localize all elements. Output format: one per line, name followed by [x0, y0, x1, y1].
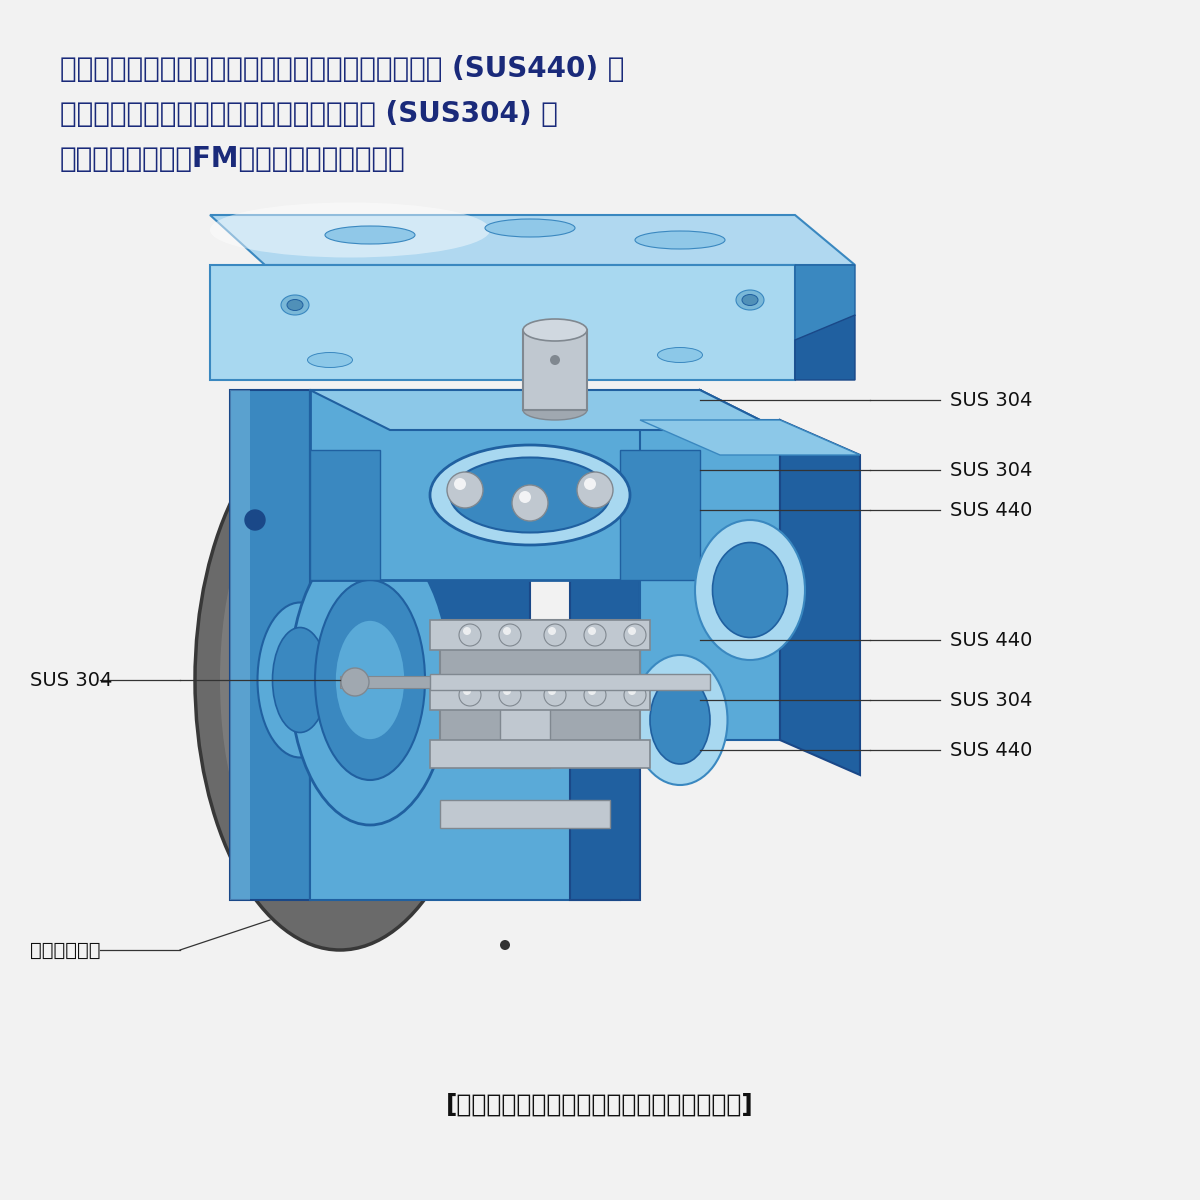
- Circle shape: [584, 624, 606, 646]
- Circle shape: [520, 491, 530, 503]
- Polygon shape: [780, 420, 860, 775]
- Polygon shape: [796, 314, 854, 380]
- Circle shape: [577, 472, 613, 508]
- Polygon shape: [430, 740, 650, 768]
- Ellipse shape: [742, 294, 758, 306]
- Circle shape: [624, 684, 646, 706]
- Polygon shape: [570, 530, 640, 900]
- Circle shape: [503, 686, 511, 695]
- Text: ボルトにいたるまですべて全てステンレス (SUS304) 。: ボルトにいたるまですべて全てステンレス (SUS304) 。: [60, 100, 558, 128]
- Text: SUS 440: SUS 440: [950, 740, 1032, 760]
- Polygon shape: [310, 730, 620, 900]
- Circle shape: [512, 485, 548, 521]
- Polygon shape: [210, 265, 796, 380]
- Circle shape: [454, 478, 466, 490]
- Polygon shape: [230, 390, 310, 900]
- Ellipse shape: [635, 230, 725, 248]
- Text: SUS 440: SUS 440: [950, 630, 1032, 649]
- Circle shape: [548, 626, 556, 635]
- Polygon shape: [620, 450, 700, 580]
- Bar: [440, 800, 610, 828]
- Ellipse shape: [260, 485, 460, 635]
- Ellipse shape: [632, 655, 727, 785]
- Ellipse shape: [650, 676, 710, 764]
- Circle shape: [245, 510, 265, 530]
- Polygon shape: [430, 620, 650, 650]
- Polygon shape: [440, 620, 640, 760]
- Circle shape: [628, 686, 636, 695]
- Circle shape: [588, 626, 596, 635]
- Circle shape: [548, 686, 556, 695]
- Circle shape: [499, 684, 521, 706]
- Text: なお、食品機械用FMグリースを標準仕様。: なお、食品機械用FMグリースを標準仕様。: [60, 145, 406, 173]
- Text: SUS 304: SUS 304: [30, 671, 113, 690]
- Ellipse shape: [235, 480, 445, 880]
- Polygon shape: [420, 530, 530, 730]
- Circle shape: [628, 626, 636, 635]
- Polygon shape: [310, 390, 700, 580]
- Ellipse shape: [523, 400, 587, 420]
- Circle shape: [584, 478, 596, 490]
- Ellipse shape: [485, 218, 575, 236]
- Polygon shape: [310, 390, 780, 430]
- Ellipse shape: [281, 295, 310, 314]
- Text: SUS 304: SUS 304: [950, 390, 1032, 409]
- Circle shape: [499, 624, 521, 646]
- Ellipse shape: [523, 319, 587, 341]
- Ellipse shape: [713, 542, 787, 637]
- Circle shape: [624, 624, 646, 646]
- Circle shape: [544, 684, 566, 706]
- Circle shape: [463, 626, 470, 635]
- Ellipse shape: [314, 580, 425, 780]
- Ellipse shape: [272, 628, 328, 732]
- Ellipse shape: [736, 290, 764, 310]
- Text: [ステンレスキャスター静音シリーズ構造図]: [ステンレスキャスター静音シリーズ構造図]: [446, 1093, 754, 1117]
- Circle shape: [446, 472, 482, 508]
- Circle shape: [500, 940, 510, 950]
- Text: SUS 440: SUS 440: [950, 500, 1032, 520]
- Circle shape: [503, 626, 511, 635]
- Bar: [500, 708, 550, 768]
- Ellipse shape: [258, 602, 342, 757]
- Polygon shape: [310, 450, 380, 580]
- Polygon shape: [230, 390, 250, 900]
- Polygon shape: [700, 390, 780, 620]
- Text: グレータイヤ: グレータイヤ: [30, 941, 101, 960]
- Bar: [523, 330, 587, 410]
- Circle shape: [584, 684, 606, 706]
- Polygon shape: [210, 215, 854, 265]
- Bar: [340, 676, 430, 688]
- Ellipse shape: [695, 520, 805, 660]
- Circle shape: [341, 668, 370, 696]
- Polygon shape: [640, 420, 780, 740]
- Circle shape: [550, 355, 560, 365]
- Polygon shape: [796, 265, 854, 380]
- Ellipse shape: [194, 410, 485, 950]
- Polygon shape: [210, 314, 854, 380]
- Ellipse shape: [450, 457, 610, 533]
- Ellipse shape: [325, 226, 415, 244]
- Ellipse shape: [658, 348, 702, 362]
- Ellipse shape: [210, 203, 490, 258]
- Circle shape: [458, 684, 481, 706]
- Ellipse shape: [430, 445, 630, 545]
- Ellipse shape: [335, 620, 406, 740]
- Polygon shape: [430, 680, 650, 710]
- Ellipse shape: [290, 535, 450, 826]
- Text: プラスチック部分を除いて、金属部分はベアリング (SUS440) 、: プラスチック部分を除いて、金属部分はベアリング (SUS440) 、: [60, 55, 624, 83]
- Ellipse shape: [287, 300, 302, 311]
- Circle shape: [588, 686, 596, 695]
- Ellipse shape: [307, 353, 353, 367]
- Ellipse shape: [220, 505, 340, 854]
- Polygon shape: [310, 390, 580, 530]
- Circle shape: [463, 686, 470, 695]
- Text: SUS 304: SUS 304: [950, 461, 1032, 480]
- Text: SUS 304: SUS 304: [950, 690, 1032, 709]
- Bar: [430, 674, 710, 690]
- Polygon shape: [640, 420, 860, 455]
- Circle shape: [458, 624, 481, 646]
- Circle shape: [544, 624, 566, 646]
